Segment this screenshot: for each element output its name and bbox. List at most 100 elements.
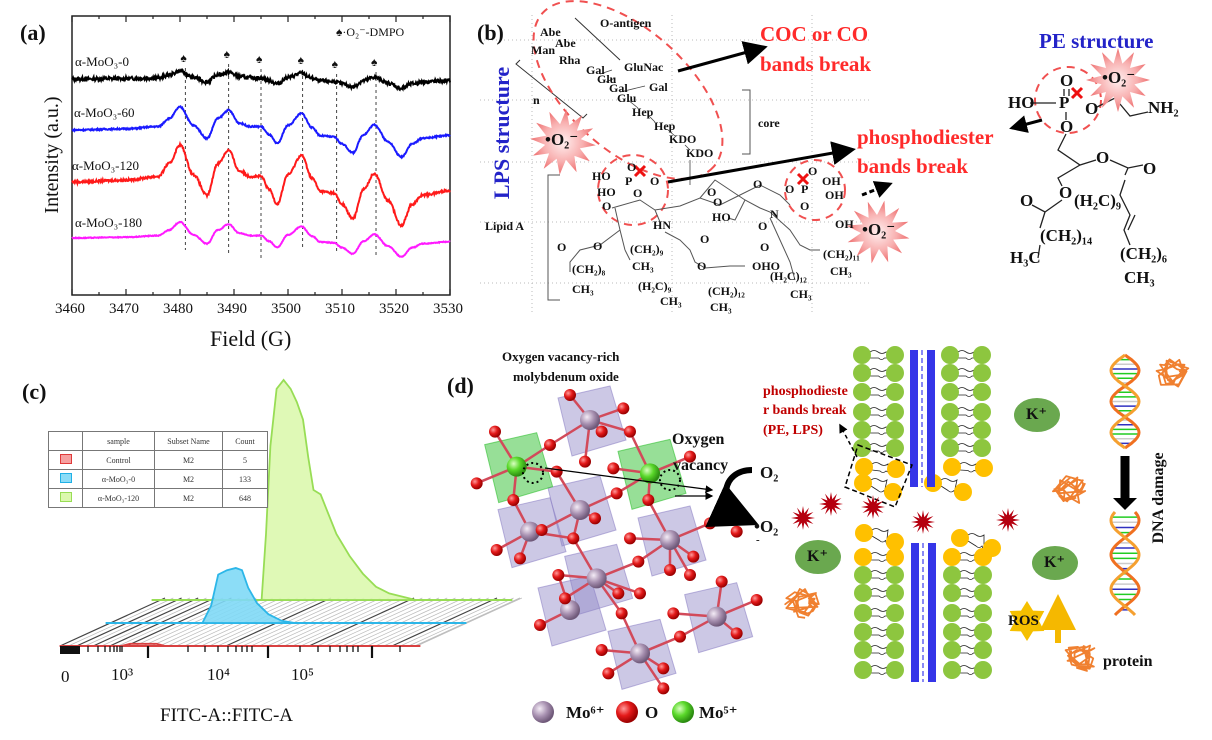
o-antigen-label: O-antigen: [600, 16, 652, 30]
lipid-head: [941, 364, 959, 382]
bond-break-cross-icon: [633, 164, 647, 178]
pe-atom-label: O: [1020, 191, 1034, 210]
lipid-head: [973, 364, 991, 382]
peak-marker-icon: ♠: [297, 53, 304, 67]
pe-atom-label: O: [1096, 148, 1110, 167]
o2-reduction-arrow: [705, 467, 759, 527]
lipid-tail: [869, 425, 887, 435]
lipid-a-atom-label: CH₃: [632, 259, 654, 273]
x-tick-label: 3460: [55, 301, 85, 317]
lipid-head: [954, 483, 972, 501]
superoxide-radical-burst-icon: [1086, 48, 1150, 112]
lipid-tail: [959, 588, 978, 598]
dna-strand: [1109, 511, 1141, 617]
lipid-a-atom-label: O: [593, 239, 603, 253]
oxygen-atom: [617, 402, 630, 415]
lipid-head: [943, 584, 961, 602]
lipid-tail: [870, 627, 888, 637]
oxygen-atom: [534, 619, 546, 631]
oxygen-atom: [730, 627, 743, 640]
pe-atom-label: CH₃: [1124, 268, 1155, 287]
histogram-1: [200, 567, 295, 624]
oxygen-atom: [535, 524, 548, 536]
oxygen-atom: [470, 477, 483, 490]
lipid-tail: [870, 478, 888, 496]
sugar: Gal: [649, 80, 668, 94]
x-tick-label: 3530: [433, 301, 463, 317]
panel-b-label: (b): [477, 20, 504, 45]
lipid-tail: [870, 608, 888, 618]
oxygen-atom: [730, 525, 743, 538]
lipid-head: [975, 459, 993, 477]
lipid-a-atom-label: (CH₂)₈: [572, 262, 606, 276]
lipid-a-atom-label: O: [753, 177, 763, 191]
x-tick-label: 3470: [109, 301, 139, 317]
lipid-tail: [869, 368, 887, 378]
dna-strand: [1109, 353, 1141, 450]
lipid-head: [974, 661, 992, 679]
lipid-tail: [870, 665, 888, 675]
lipid-head: [943, 548, 961, 566]
dashed-circle-pe-phosphate: [1034, 66, 1102, 134]
sugar: Glu: [597, 72, 617, 86]
oxygen-atom: [667, 607, 680, 620]
lipid-tail: [869, 350, 887, 360]
x-axis-label: FITC-A::FITC-A: [160, 705, 293, 726]
lipid-a-atom-label: O: [697, 259, 707, 273]
lipid-a-atom-label: P: [801, 182, 809, 196]
coc-break-label-line1: COC or CO: [760, 22, 869, 46]
lipid-a-atom-label: N: [770, 207, 779, 221]
core-label: core: [758, 116, 780, 130]
oxygen-atom: [507, 494, 520, 506]
ros-burst-icon: [791, 506, 815, 530]
series-label: α-MoO₃-120: [72, 158, 139, 173]
lipid-head: [974, 623, 992, 641]
lipid-tail: [959, 627, 978, 637]
lipid-a-atom-label: OH: [825, 188, 844, 202]
lipid-head: [941, 439, 959, 457]
lipid-head: [943, 661, 961, 679]
crystal-title-line2: molybdenum oxide: [513, 369, 619, 384]
phosphodiester-break-label-line2: bands break: [857, 154, 969, 178]
potassium-ion-label: K⁺: [1044, 554, 1065, 571]
oxygen-atom: [687, 550, 700, 563]
sample-count-table: sample Subset Name Count Control M2 5 α-…: [48, 431, 268, 508]
grid-edge: [414, 597, 521, 647]
lipid-a-atom-label: CH₃: [572, 282, 594, 296]
superoxide-label: •O₂: [754, 517, 779, 536]
sugar: Hep: [654, 119, 676, 133]
lipid-tail: [870, 570, 888, 580]
mo5-legend-sphere: [672, 701, 694, 723]
pe-atom-label: (CH₂)₆: [1120, 244, 1168, 263]
lipid-tail: [870, 588, 888, 598]
oxygen-atom: [595, 425, 608, 438]
sugar: KDO: [686, 146, 714, 160]
lipid-head: [941, 403, 959, 421]
x-axis-ticks: [71, 16, 451, 295]
lipid-a-atom-label: HO: [592, 169, 611, 183]
phosphodiester-break-label-line1: phosphodiester: [857, 125, 994, 149]
oxygen-atom: [595, 644, 608, 656]
oxygen-atom: [610, 487, 623, 500]
dna-helices: [1109, 353, 1141, 617]
lipid-a-atom-label: (CH₂)₁₂: [708, 284, 745, 298]
x-tick-label: 3520: [379, 301, 409, 317]
lipid-a-bonds: [569, 179, 820, 281]
cell-membrane: [853, 346, 1001, 679]
peak-guide-lines: [184, 64, 377, 258]
mo6-legend-sphere: [532, 701, 554, 723]
pe-structure-title: PE structure: [1039, 29, 1154, 53]
lipid-tail: [869, 407, 887, 417]
lipid-head: [941, 346, 959, 364]
protein-icon: [1155, 358, 1190, 388]
lipid-tail: [957, 350, 975, 360]
radical-label: •O₂⁻: [545, 130, 579, 149]
lipid-head: [854, 474, 872, 492]
lipid-head: [941, 383, 959, 401]
x-tick-label: 3490: [217, 301, 247, 317]
lipid-tail: [871, 528, 889, 546]
peak-marker-icon: ♠: [223, 47, 230, 61]
oxygen-atom: [589, 512, 601, 525]
